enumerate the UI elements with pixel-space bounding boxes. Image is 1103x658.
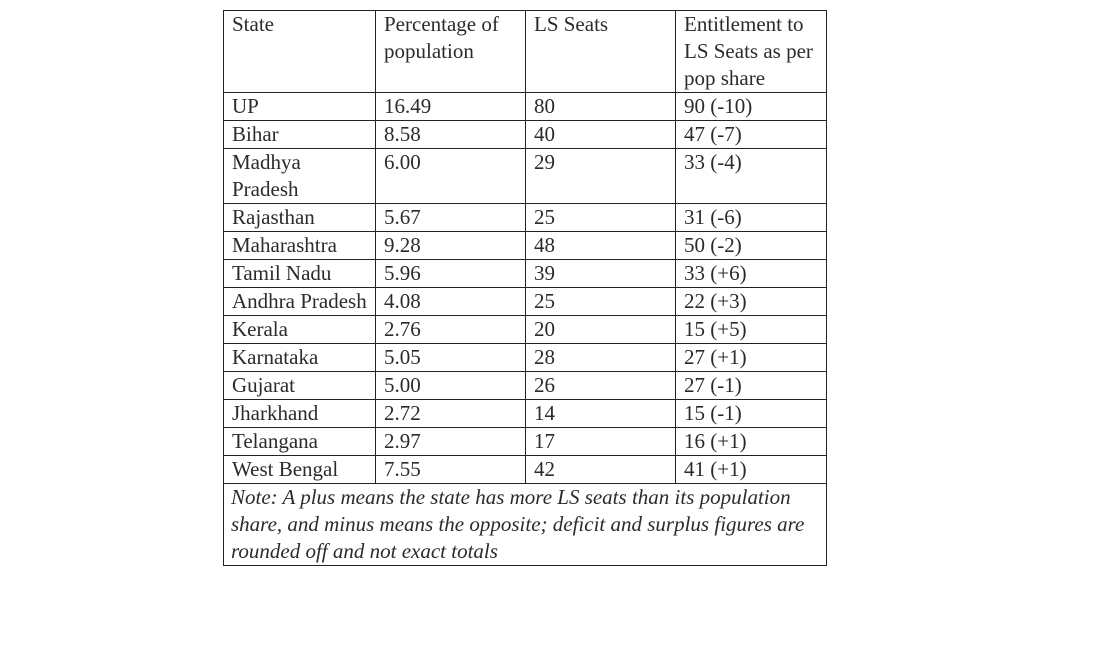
percentage-cell: 7.55 — [375, 455, 526, 484]
ls-seats-cell: 26 — [525, 371, 676, 400]
table-row: Andhra Pradesh 4.08 25 22 (+3) — [223, 287, 827, 316]
header-row: State Percentage of population LS Seats … — [223, 10, 827, 93]
entitlement-cell: 16 (+1) — [675, 427, 827, 456]
percentage-cell: 5.00 — [375, 371, 526, 400]
state-cell: Telangana — [223, 427, 376, 456]
state-cell: Madhya Pradesh — [223, 148, 376, 204]
table-row: Madhya Pradesh 6.00 29 33 (-4) — [223, 148, 827, 204]
state-cell: Jharkhand — [223, 399, 376, 428]
percentage-cell: 2.76 — [375, 315, 526, 344]
entitlement-cell: 27 (-1) — [675, 371, 827, 400]
table-body: UP 16.49 80 90 (-10) Bihar 8.58 40 47 (-7) Madhy… — [223, 92, 827, 484]
percentage-cell: 16.49 — [375, 92, 526, 121]
state-cell: UP — [223, 92, 376, 121]
state-cell: Kerala — [223, 315, 376, 344]
percentage-cell: 4.08 — [375, 287, 526, 316]
table-row: UP 16.49 80 90 (-10) — [223, 92, 827, 121]
entitlement-cell: 15 (+5) — [675, 315, 827, 344]
percentage-cell: 6.00 — [375, 148, 526, 204]
state-cell: Andhra Pradesh — [223, 287, 376, 316]
table-row: Maharashtra 9.28 48 50 (-2) — [223, 231, 827, 260]
ls-seats-cell: 25 — [525, 287, 676, 316]
state-cell: West Bengal — [223, 455, 376, 484]
percentage-cell: 5.05 — [375, 343, 526, 372]
table-note: Note: A plus means the state has more LS… — [223, 483, 827, 566]
percentage-cell: 9.28 — [375, 231, 526, 260]
ls-seats-cell: 28 — [525, 343, 676, 372]
entitlement-cell: 33 (-4) — [675, 148, 827, 204]
header-entitlement: Entitlement to LS Seats as per pop share — [675, 10, 827, 93]
entitlement-cell: 31 (-6) — [675, 203, 827, 232]
percentage-cell: 2.72 — [375, 399, 526, 428]
entitlement-cell: 27 (+1) — [675, 343, 827, 372]
percentage-cell: 2.97 — [375, 427, 526, 456]
table-row: Kerala 2.76 20 15 (+5) — [223, 315, 827, 344]
header-state: State — [223, 10, 376, 93]
entitlement-cell: 15 (-1) — [675, 399, 827, 428]
table-row: Telangana 2.97 17 16 (+1) — [223, 427, 827, 456]
table-row: Gujarat 5.00 26 27 (-1) — [223, 371, 827, 400]
state-cell: Gujarat — [223, 371, 376, 400]
ls-seats-table: State Percentage of population LS Seats … — [223, 10, 827, 566]
header-percentage: Percentage of population — [375, 10, 526, 93]
state-cell: Bihar — [223, 120, 376, 149]
entitlement-cell: 90 (-10) — [675, 92, 827, 121]
ls-seats-cell: 17 — [525, 427, 676, 456]
state-cell: Rajasthan — [223, 203, 376, 232]
entitlement-cell: 33 (+6) — [675, 259, 827, 288]
ls-seats-cell: 42 — [525, 455, 676, 484]
ls-seats-cell: 14 — [525, 399, 676, 428]
state-cell: Karnataka — [223, 343, 376, 372]
percentage-cell: 5.96 — [375, 259, 526, 288]
table-row: Karnataka 5.05 28 27 (+1) — [223, 343, 827, 372]
entitlement-cell: 22 (+3) — [675, 287, 827, 316]
note-row: Note: A plus means the state has more LS… — [223, 483, 827, 566]
ls-seats-cell: 25 — [525, 203, 676, 232]
ls-seats-cell: 40 — [525, 120, 676, 149]
ls-seats-cell: 48 — [525, 231, 676, 260]
state-cell: Tamil Nadu — [223, 259, 376, 288]
state-cell: Maharashtra — [223, 231, 376, 260]
entitlement-cell: 47 (-7) — [675, 120, 827, 149]
ls-seats-cell: 39 — [525, 259, 676, 288]
header-ls-seats: LS Seats — [525, 10, 676, 93]
table-row: West Bengal 7.55 42 41 (+1) — [223, 455, 827, 484]
ls-seats-cell: 20 — [525, 315, 676, 344]
percentage-cell: 5.67 — [375, 203, 526, 232]
table-row: Jharkhand 2.72 14 15 (-1) — [223, 399, 827, 428]
ls-seats-cell: 29 — [525, 148, 676, 204]
ls-seats-cell: 80 — [525, 92, 676, 121]
table-row: Tamil Nadu 5.96 39 33 (+6) — [223, 259, 827, 288]
entitlement-cell: 41 (+1) — [675, 455, 827, 484]
percentage-cell: 8.58 — [375, 120, 526, 149]
table-row: Rajasthan 5.67 25 31 (-6) — [223, 203, 827, 232]
entitlement-cell: 50 (-2) — [675, 231, 827, 260]
table-row: Bihar 8.58 40 47 (-7) — [223, 120, 827, 149]
